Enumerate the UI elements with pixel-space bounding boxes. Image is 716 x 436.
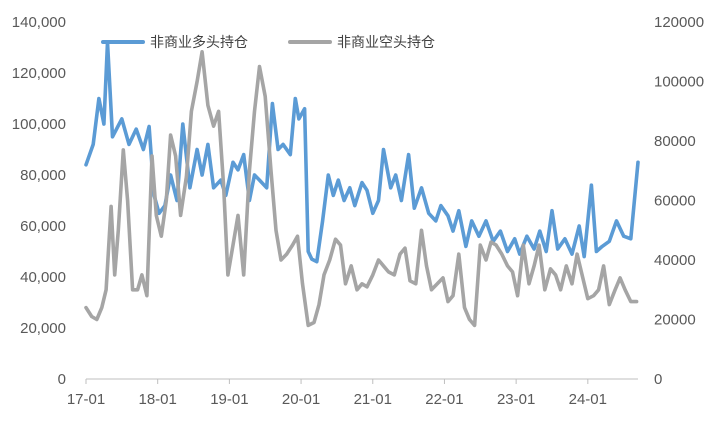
y-left-tick-label: 80,000 (20, 167, 66, 184)
y-left-tick-label: 0 (58, 371, 66, 388)
y-right-tick-label: 20000 (654, 312, 696, 329)
y-right-tick-label: 40000 (654, 252, 696, 269)
x-tick-label: 19-01 (210, 391, 248, 408)
series-layer (84, 40, 640, 328)
axes: 0 20,000 40,000 60,000 80,000 100,000 120,000 1… (12, 14, 704, 408)
x-tick-label: 23-01 (497, 391, 535, 408)
y-left-tick-label: 40,000 (20, 269, 66, 286)
y-left-tick-label: 140,000 (12, 14, 66, 31)
x-tick-label: 22-01 (425, 391, 463, 408)
legend-label: 非商业空头持仓 (337, 34, 435, 50)
x-tick-label: 21-01 (354, 391, 392, 408)
y-right-tick-label: 100000 (654, 74, 704, 91)
y-left-tick-label: 60,000 (20, 218, 66, 235)
y-left-tick-label: 20,000 (20, 320, 66, 337)
series-line-short-positions (84, 49, 639, 328)
legend: 非商业多头持仓 非商业空头持仓 (101, 34, 435, 50)
y-right-tick-label: 80000 (654, 133, 696, 150)
x-tick-label: 17-01 (67, 391, 105, 408)
y-right-tick-label: 60000 (654, 193, 696, 210)
y-right-tick-label: 0 (654, 371, 662, 388)
y-left-tick-label: 120,000 (12, 65, 66, 82)
x-tick-label: 18-01 (139, 391, 177, 408)
y-right-tick-label: 120000 (654, 14, 704, 31)
x-tick-label: 24-01 (569, 391, 607, 408)
x-tick-label: 20-01 (282, 391, 320, 408)
y-left-tick-label: 100,000 (12, 116, 66, 133)
legend-label: 非商业多头持仓 (150, 34, 248, 50)
